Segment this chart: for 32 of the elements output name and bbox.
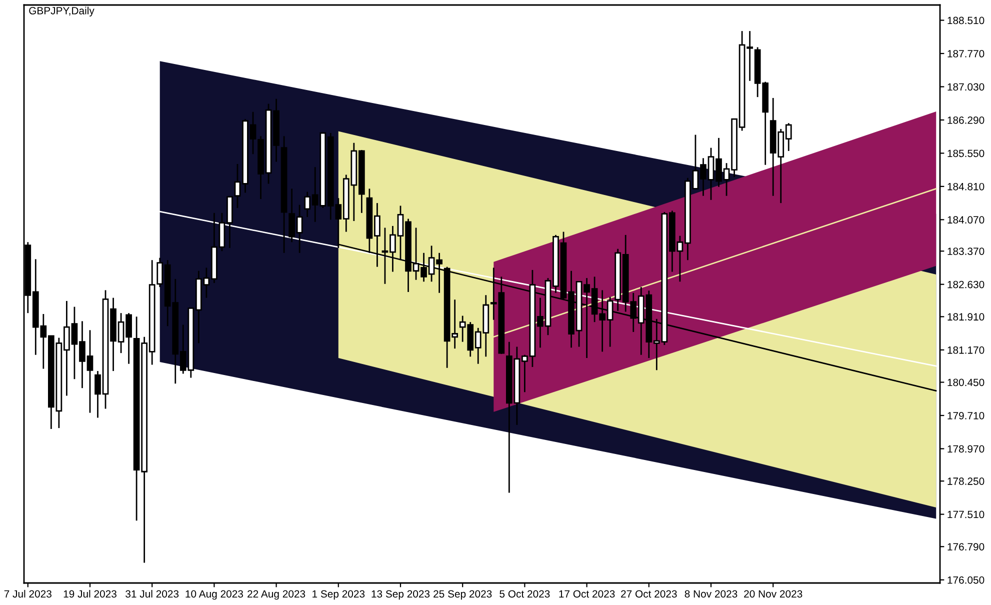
y-tick-label: 187.770 xyxy=(948,50,984,58)
y-tick-label: 188.510 xyxy=(948,16,984,24)
y-tick-label: 184.070 xyxy=(948,216,984,224)
y-tick-label: 184.810 xyxy=(948,182,984,190)
x-tick-label: 10 Aug 2023 xyxy=(186,590,243,600)
y-tick-label: 178.250 xyxy=(948,478,984,485)
y-tick-label: 179.710 xyxy=(948,412,984,420)
x-tick-label: 5 Oct 2023 xyxy=(500,590,550,598)
y-tick-label: 182.630 xyxy=(948,280,984,288)
x-tick-label: 22 Aug 2023 xyxy=(248,590,306,600)
y-tick-label: 177.510 xyxy=(948,510,984,518)
x-tick-label: 25 Sep 2023 xyxy=(434,590,492,600)
y-tick-label: 181.910 xyxy=(948,313,984,321)
y-tick-label: 183.370 xyxy=(948,248,984,255)
x-tick-label: 19 Jul 2023 xyxy=(64,590,116,598)
x-tick-label: 27 Oct 2023 xyxy=(621,590,677,598)
y-tick-label: 180.450 xyxy=(948,378,984,386)
y-tick-label: 176.050 xyxy=(948,576,984,584)
x-tick-label: 20 Nov 2023 xyxy=(744,590,802,598)
x-tick-label: 8 Nov 2023 xyxy=(684,590,738,598)
y-tick-label: 187.030 xyxy=(948,83,984,91)
y-tick-label: 178.970 xyxy=(948,445,984,453)
x-tick-label: 13 Sep 2023 xyxy=(372,590,430,600)
x-tick-label: 17 Oct 2023 xyxy=(559,590,615,598)
y-tick-label: 181.170 xyxy=(948,346,984,354)
chart-title: GBPJPY,Daily xyxy=(29,6,94,16)
x-tick-label: 7 Jul 2023 xyxy=(4,590,52,598)
y-tick-label: 185.550 xyxy=(948,150,984,158)
y-tick-label: 186.290 xyxy=(948,116,984,124)
y-tick-label: 176.790 xyxy=(948,543,984,550)
x-tick-label: 1 Sep 2023 xyxy=(312,590,365,600)
x-tick-label: 31 Jul 2023 xyxy=(126,590,179,598)
